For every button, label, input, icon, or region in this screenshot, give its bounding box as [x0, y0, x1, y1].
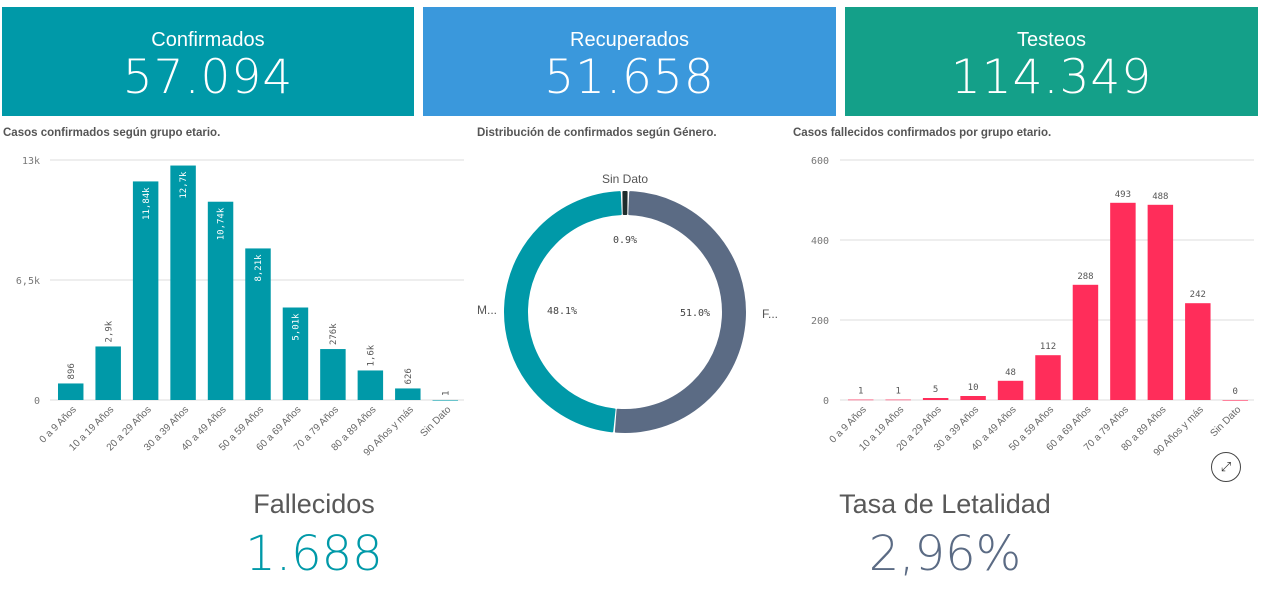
bar-10[interactable] — [1222, 400, 1249, 401]
kpi-letalidad-label: Tasa de Letalidad — [839, 489, 1051, 519]
bar-value-label: 0 — [1233, 387, 1238, 397]
expand-icon[interactable]: ⤢ — [1211, 452, 1241, 482]
kpi-fallecidos-value: 1.688 — [245, 526, 383, 582]
chart-title-fallecidos: Casos fallecidos confirmados por grupo e… — [793, 127, 1052, 139]
bar-value-label: 1 — [441, 391, 451, 396]
kpi-testeos[interactable]: Testeos 114.349 — [845, 7, 1258, 116]
y-tick-label: 13k — [22, 156, 40, 167]
slice-name-label: F... — [762, 307, 778, 321]
bar-value-label: 5 — [933, 385, 938, 395]
bar-7[interactable] — [1110, 202, 1136, 400]
bar-value-label: 10 — [968, 383, 979, 393]
chart-title-confirmados: Casos confirmados según grupo etario. — [3, 127, 221, 139]
bar-4[interactable] — [207, 201, 234, 400]
bar-9[interactable] — [1185, 303, 1211, 400]
bar-value-label: 288 — [1077, 272, 1093, 282]
bar-value-label: 626 — [404, 368, 414, 384]
bar-value-label: 2,9k — [104, 320, 114, 342]
bar-value-label: 488 — [1152, 192, 1168, 202]
donut-slice-1[interactable] — [614, 191, 746, 433]
slice-percent-label: 0.9% — [613, 235, 637, 246]
bar-value-label: 12,7k — [179, 171, 189, 199]
kpi-recuperados[interactable]: Recuperados 51.658 — [423, 7, 836, 116]
donut-slice-0[interactable] — [622, 191, 628, 216]
bar-value-label: 48 — [1005, 368, 1016, 378]
bar-10[interactable] — [432, 399, 459, 401]
kpi-recuperados-value: 51.658 — [544, 50, 715, 105]
bar-value-label: 1 — [858, 387, 863, 397]
y-tick-label: 0 — [823, 396, 829, 407]
bar-4[interactable] — [997, 380, 1024, 400]
bar-value-label: 1,6k — [367, 344, 377, 366]
bar-3[interactable] — [960, 396, 986, 400]
y-tick-label: 6,5k — [16, 276, 40, 287]
bar-0[interactable] — [57, 383, 84, 400]
bar-6[interactable] — [1072, 284, 1099, 400]
bar-8[interactable] — [357, 370, 384, 400]
kpi-letalidad[interactable]: Tasa de Letalidad 2,96% — [745, 488, 1145, 582]
y-tick-label: 600 — [811, 156, 829, 167]
bar-value-label: 5,01k — [292, 313, 302, 341]
bar-2[interactable] — [922, 398, 949, 400]
bar-value-label: 1 — [895, 387, 900, 397]
bar-value-label: 8,21k — [254, 254, 264, 282]
kpi-testeos-label: Testeos — [1017, 29, 1086, 51]
kpi-fallecidos[interactable]: Fallecidos 1.688 — [114, 488, 514, 582]
y-tick-label: 200 — [811, 316, 829, 327]
bar-5[interactable] — [245, 248, 271, 400]
bar-value-label: 276k — [329, 323, 339, 345]
slice-name-label: Sin Dato — [602, 172, 648, 186]
bar-value-label: 112 — [1040, 342, 1056, 352]
chart-title-genero: Distribución de confirmados según Género… — [477, 127, 717, 139]
bar-value-label: 896 — [67, 363, 77, 379]
bar-8[interactable] — [1147, 204, 1174, 400]
bar-6[interactable] — [282, 307, 309, 400]
donut-slice-2[interactable] — [504, 191, 622, 433]
bar-9[interactable] — [395, 388, 421, 400]
bar-1[interactable] — [885, 399, 911, 401]
y-tick-label: 0 — [34, 396, 40, 407]
slice-percent-label: 51.0% — [680, 308, 710, 319]
kpi-recuperados-label: Recuperados — [570, 29, 689, 51]
bar-value-label: 11,84k — [142, 187, 152, 220]
bar-7[interactable] — [320, 349, 346, 400]
y-tick-label: 400 — [811, 236, 829, 247]
bar-value-label: 242 — [1190, 290, 1206, 300]
slice-percent-label: 48.1% — [547, 306, 577, 317]
bar-2[interactable] — [132, 181, 159, 400]
bar-value-label: 10,74k — [217, 207, 227, 240]
bar-3[interactable] — [170, 165, 196, 400]
kpi-confirmados-label: Confirmados — [151, 29, 265, 51]
kpi-testeos-value: 114.349 — [950, 50, 1153, 105]
kpi-confirmados[interactable]: Confirmados 57.094 — [2, 7, 414, 116]
kpi-fallecidos-label: Fallecidos — [253, 489, 375, 519]
bar-1[interactable] — [95, 346, 121, 400]
bar-value-label: 493 — [1115, 190, 1131, 200]
kpi-confirmados-value: 57.094 — [122, 50, 294, 105]
bar-0[interactable] — [847, 399, 874, 401]
kpi-letalidad-value: 2,96% — [868, 526, 1022, 582]
slice-name-label: M... — [477, 303, 497, 317]
x-tick-label: Sin Dato — [1208, 404, 1243, 439]
bar-5[interactable] — [1035, 355, 1061, 400]
